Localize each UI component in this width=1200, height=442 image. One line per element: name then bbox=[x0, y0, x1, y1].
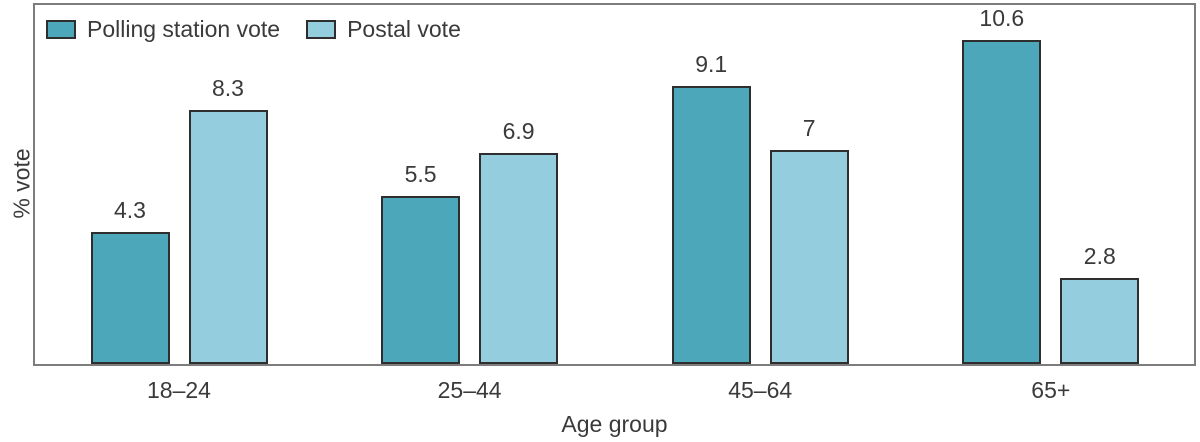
legend-swatch-postal bbox=[306, 20, 337, 39]
bar-postal-0 bbox=[188, 110, 268, 364]
bar-polling-station-2 bbox=[671, 85, 751, 364]
bar-value-label: 2.8 bbox=[1083, 243, 1116, 270]
bar-polling-station-0 bbox=[90, 232, 170, 364]
x-tick-label: 65+ bbox=[1031, 377, 1071, 403]
legend-item-postal: Postal vote bbox=[306, 18, 461, 41]
bar-value-label: 9.1 bbox=[695, 50, 728, 77]
plot-area: Polling station vote Postal vote 4.3 8.3 5… bbox=[33, 3, 1196, 366]
bar-value-label: 5.5 bbox=[404, 160, 437, 187]
bar-value-label: 8.3 bbox=[212, 75, 244, 102]
bar-value-label: 4.3 bbox=[114, 197, 146, 224]
x-tick-label: 45–64 bbox=[728, 377, 793, 403]
y-axis-title: % vote bbox=[8, 148, 35, 219]
bar-value-label: 7 bbox=[802, 114, 816, 141]
legend-swatch-polling-station bbox=[46, 20, 76, 39]
x-axis-title: Age group bbox=[561, 411, 668, 437]
x-tick-label: 18–24 bbox=[147, 377, 211, 403]
legend-item-polling-station: Polling station vote bbox=[46, 18, 280, 41]
bar-polling-station-3 bbox=[962, 39, 1042, 364]
legend-label-postal: Postal vote bbox=[347, 16, 461, 42]
x-tick-label: 25–44 bbox=[437, 377, 502, 403]
bar-polling-station-1 bbox=[381, 195, 461, 364]
bar-postal-3 bbox=[1060, 278, 1140, 364]
bar-postal-1 bbox=[479, 152, 559, 364]
bar-value-label: 10.6 bbox=[979, 4, 1025, 31]
bar-value-label: 6.9 bbox=[502, 117, 535, 144]
legend: Polling station vote Postal vote bbox=[46, 18, 461, 41]
bar-postal-2 bbox=[769, 149, 849, 364]
legend-label-polling-station: Polling station vote bbox=[87, 16, 281, 42]
